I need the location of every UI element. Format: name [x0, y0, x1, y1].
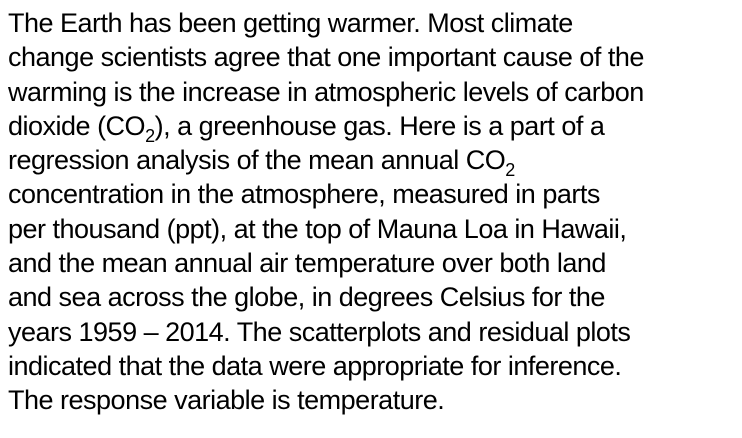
paragraph-line-8: and the mean annual air temperature over…	[8, 248, 606, 279]
paragraph-line-9: and sea across the globe, in degrees Cel…	[8, 282, 605, 313]
paragraph-line-4: dioxide (CO2), a greenhouse gas. Here is…	[8, 109, 736, 146]
paragraph-line-7: per thousand (ppt), at the top of Mauna …	[8, 213, 627, 244]
line-4-text-start: dioxide (CO	[8, 110, 146, 141]
paragraph-line-12: The response variable is temperature.	[8, 385, 445, 416]
problem-paragraph: The Earth has been getting warmer. Most …	[8, 6, 736, 418]
paragraph-line-6: concentration in the atmosphere, measure…	[8, 179, 600, 210]
co2-subscript: 2	[145, 125, 155, 146]
paragraph-line-5: regression analysis of the mean annual C…	[8, 143, 736, 181]
paragraph-line-10: years 1959 – 2014. The scatterplots and …	[8, 316, 631, 347]
line-4-text-end: ), a greenhouse gas. Here is a part of a	[154, 110, 605, 141]
line-5-text-start: regression analysis of the mean annual C…	[8, 145, 506, 176]
paragraph-line-2: change scientists agree that one importa…	[8, 42, 644, 73]
co2-subscript: 2	[505, 160, 515, 181]
paragraph-line-11: indicated that the data were appropriate…	[8, 350, 622, 381]
paragraph-line-1: The Earth has been getting warmer. Most …	[8, 8, 573, 38]
paragraph-line-3: warming is the increase in atmospheric l…	[8, 76, 644, 107]
